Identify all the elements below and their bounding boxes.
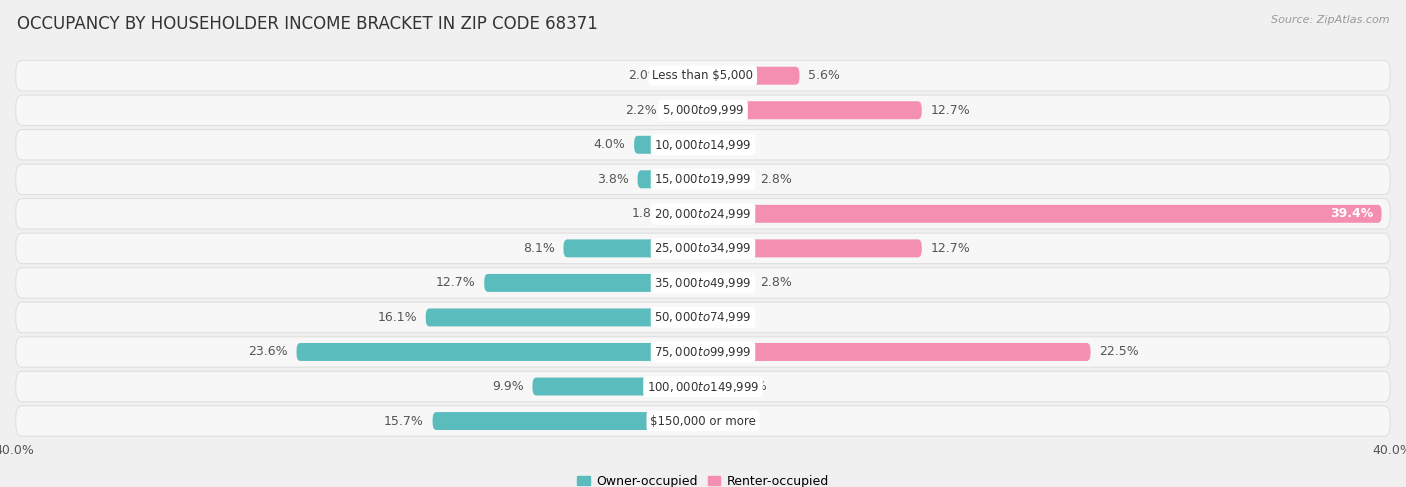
FancyBboxPatch shape — [15, 337, 1391, 367]
FancyBboxPatch shape — [15, 406, 1391, 436]
Text: 2.2%: 2.2% — [624, 104, 657, 117]
Text: 15.7%: 15.7% — [384, 414, 425, 428]
FancyBboxPatch shape — [703, 343, 1091, 361]
FancyBboxPatch shape — [15, 371, 1391, 402]
FancyBboxPatch shape — [637, 170, 703, 188]
FancyBboxPatch shape — [15, 95, 1391, 126]
Text: 8.1%: 8.1% — [523, 242, 555, 255]
FancyBboxPatch shape — [703, 377, 727, 395]
FancyBboxPatch shape — [672, 205, 703, 223]
Text: 39.4%: 39.4% — [1330, 207, 1374, 220]
FancyBboxPatch shape — [433, 412, 703, 430]
Text: 0.0%: 0.0% — [711, 311, 744, 324]
FancyBboxPatch shape — [703, 205, 1382, 223]
FancyBboxPatch shape — [15, 130, 1391, 160]
Text: $20,000 to $24,999: $20,000 to $24,999 — [654, 207, 752, 221]
Text: 1.4%: 1.4% — [735, 380, 768, 393]
FancyBboxPatch shape — [665, 101, 703, 119]
Text: 1.8%: 1.8% — [631, 207, 664, 220]
Text: 9.9%: 9.9% — [492, 380, 524, 393]
Text: 12.7%: 12.7% — [931, 242, 970, 255]
Text: $25,000 to $34,999: $25,000 to $34,999 — [654, 242, 752, 255]
Text: 2.8%: 2.8% — [759, 277, 792, 289]
FancyBboxPatch shape — [703, 67, 800, 85]
FancyBboxPatch shape — [426, 308, 703, 326]
FancyBboxPatch shape — [669, 67, 703, 85]
FancyBboxPatch shape — [15, 302, 1391, 333]
Text: 5.6%: 5.6% — [808, 69, 839, 82]
Text: 3.8%: 3.8% — [598, 173, 628, 186]
FancyBboxPatch shape — [703, 274, 751, 292]
FancyBboxPatch shape — [703, 170, 751, 188]
Text: Less than $5,000: Less than $5,000 — [652, 69, 754, 82]
Text: $50,000 to $74,999: $50,000 to $74,999 — [654, 310, 752, 324]
FancyBboxPatch shape — [297, 343, 703, 361]
Text: $35,000 to $49,999: $35,000 to $49,999 — [654, 276, 752, 290]
Text: 12.7%: 12.7% — [931, 104, 970, 117]
FancyBboxPatch shape — [703, 240, 922, 257]
Text: $150,000 or more: $150,000 or more — [650, 414, 756, 428]
Text: $75,000 to $99,999: $75,000 to $99,999 — [654, 345, 752, 359]
Text: 0.0%: 0.0% — [711, 414, 744, 428]
Text: 23.6%: 23.6% — [249, 345, 288, 358]
Text: $15,000 to $19,999: $15,000 to $19,999 — [654, 172, 752, 187]
Text: 16.1%: 16.1% — [377, 311, 418, 324]
Legend: Owner-occupied, Renter-occupied: Owner-occupied, Renter-occupied — [572, 470, 834, 487]
Text: 0.0%: 0.0% — [711, 138, 744, 151]
Text: $5,000 to $9,999: $5,000 to $9,999 — [662, 103, 744, 117]
Text: $10,000 to $14,999: $10,000 to $14,999 — [654, 138, 752, 152]
Text: Source: ZipAtlas.com: Source: ZipAtlas.com — [1271, 15, 1389, 25]
Text: 2.0%: 2.0% — [628, 69, 659, 82]
FancyBboxPatch shape — [15, 199, 1391, 229]
Text: $100,000 to $149,999: $100,000 to $149,999 — [647, 379, 759, 393]
FancyBboxPatch shape — [564, 240, 703, 257]
FancyBboxPatch shape — [634, 136, 703, 154]
Text: 12.7%: 12.7% — [436, 277, 475, 289]
FancyBboxPatch shape — [703, 101, 922, 119]
FancyBboxPatch shape — [15, 60, 1391, 91]
FancyBboxPatch shape — [15, 233, 1391, 263]
FancyBboxPatch shape — [484, 274, 703, 292]
Text: 4.0%: 4.0% — [593, 138, 626, 151]
FancyBboxPatch shape — [15, 164, 1391, 194]
Text: 22.5%: 22.5% — [1099, 345, 1139, 358]
FancyBboxPatch shape — [15, 268, 1391, 298]
Text: OCCUPANCY BY HOUSEHOLDER INCOME BRACKET IN ZIP CODE 68371: OCCUPANCY BY HOUSEHOLDER INCOME BRACKET … — [17, 15, 598, 33]
FancyBboxPatch shape — [533, 377, 703, 395]
Text: 2.8%: 2.8% — [759, 173, 792, 186]
